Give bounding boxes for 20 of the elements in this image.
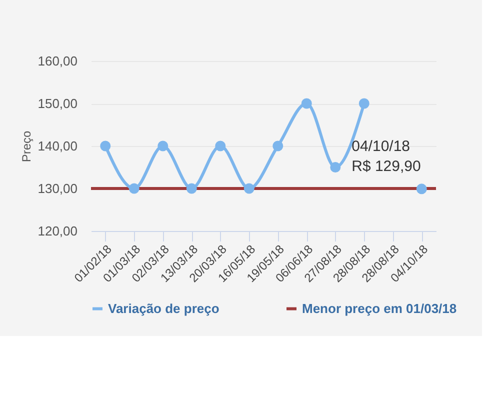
point [244,183,254,194]
y-axis-title: Preço [20,130,34,162]
annotation: 04/10/18 R$ 129,90 [352,138,421,175]
point [272,140,284,152]
point [128,183,140,194]
y-tick-label: 130,00 [38,181,78,196]
legend-label: Variação de preço [108,300,220,316]
legend-label: Menor preço em 01/03/18 [302,300,457,316]
point [186,183,197,194]
y-tick-label: 160,00 [38,54,78,68]
point [215,140,226,152]
y-tick-label: 120,00 [38,224,78,238]
point [416,184,427,194]
point [330,162,341,172]
y-tick-label: 140,00 [38,138,78,154]
y-tick-label: 150,00 [38,96,78,111]
point [100,140,111,152]
point [301,98,312,109]
point [358,98,370,109]
point [158,140,168,152]
